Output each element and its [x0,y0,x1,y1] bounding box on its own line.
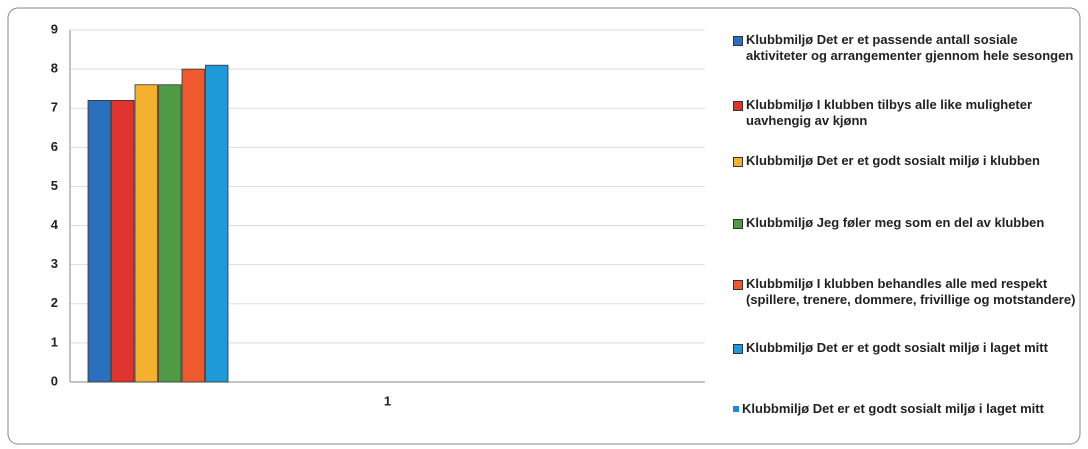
bar [158,84,182,383]
legend-label: Klubbmiljø Det er et godt sosialt miljø … [746,340,1048,355]
legend-swatch [733,219,743,229]
y-tick-label: 6 [51,139,58,154]
legend-entry: Klubbmiljø Det er et passende antall sos… [733,32,1078,64]
bar [134,84,158,383]
y-tick-label: 8 [51,61,58,76]
y-tick-label: 0 [51,373,58,388]
y-tick-label: 3 [51,256,58,271]
bar [87,100,111,383]
legend-entry: Klubbmiljø Det er et godt sosialt miljø … [733,401,1078,417]
legend-label: Klubbmiljø Det er et passende antall sos… [746,32,1074,63]
legend-label: Klubbmiljø Det er et godt sosialt miljø … [746,153,1040,168]
legend-swatch [733,406,739,412]
legend-label: Klubbmiljø Jeg føler meg som en del av k… [746,215,1045,230]
y-tick-label: 5 [51,178,58,193]
legend-swatch [733,36,743,46]
legend-label: Klubbmiljø Det er et godt sosialt miljø … [742,401,1044,416]
bar [205,64,229,383]
y-tick-label: 9 [51,21,58,36]
legend-entry: Klubbmiljø Det er et godt sosialt miljø … [733,153,1078,169]
y-tick-label: 2 [51,295,58,310]
bar [181,68,205,383]
legend-entry: Klubbmiljø Det er et godt sosialt miljø … [733,340,1078,356]
legend-swatch [733,101,743,111]
legend-label: Klubbmiljø I klubben tilbys alle like mu… [746,97,1033,128]
legend-entry: Klubbmiljø I klubben tilbys alle like mu… [733,97,1078,129]
x-tick-label: 1 [384,393,391,408]
legend-entry: Klubbmiljø I klubben behandles alle med … [733,276,1078,308]
frame [7,7,1081,445]
legend-label: Klubbmiljø I klubben behandles alle med … [746,276,1076,307]
legend-swatch [733,280,743,290]
bar [111,100,135,383]
legend-swatch [733,344,743,354]
y-tick-label: 4 [51,217,59,232]
y-tick-label: 7 [51,100,58,115]
legend-swatch [733,157,743,167]
y-tick-label: 1 [51,334,58,349]
legend-entry: Klubbmiljø Jeg føler meg som en del av k… [733,215,1078,231]
